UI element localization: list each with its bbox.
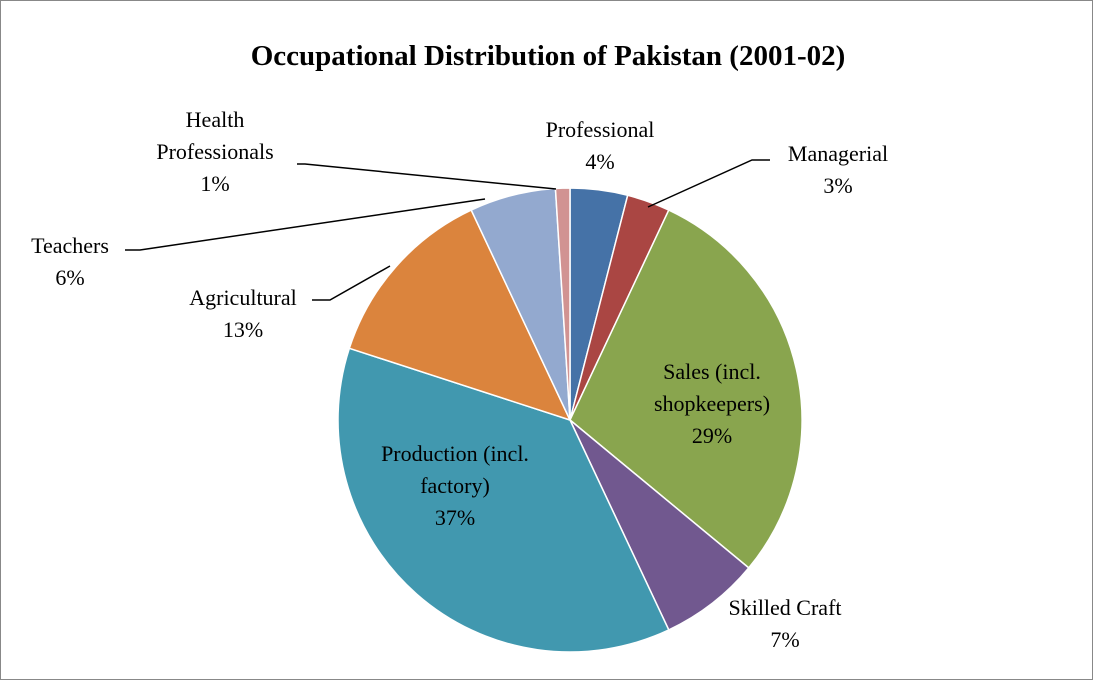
slice-label: Sales (incl. shopkeepers) 29% (627, 356, 797, 452)
chart-title: Occupational Distribution of Pakistan (2… (250, 40, 846, 72)
category-label: Managerial (787, 141, 889, 166)
category-label: Agricultural (189, 285, 297, 310)
slice-label: Production (incl. factory) 37% (350, 438, 560, 534)
leader-line (297, 163, 557, 190)
pie-slice (337, 347, 670, 653)
category-label: Professional (545, 117, 655, 142)
category-label: Sales (incl. shopkeepers) (653, 359, 771, 416)
pie-slice (569, 209, 803, 569)
slice-label: Professional 4% (500, 114, 700, 178)
pie-slice (569, 419, 750, 631)
value-label: 4% (585, 149, 615, 174)
chart (125, 159, 803, 653)
slice-label: Skilled Craft 7% (685, 592, 885, 656)
value-label: 29% (691, 423, 733, 448)
value-label: 3% (823, 173, 853, 198)
slice-label: Health Professionals 1% (140, 104, 290, 200)
category-label: Health Professionals (156, 107, 274, 164)
slice-label: Teachers 6% (0, 230, 140, 294)
value-label: 1% (200, 171, 230, 196)
category-label: Production (incl. factory) (381, 441, 529, 498)
leader-line (647, 159, 770, 208)
value-label: 37% (434, 505, 476, 530)
leader-line (312, 265, 391, 301)
slice-label: Managerial 3% (738, 138, 938, 202)
slice-label: Agricultural 13% (143, 282, 343, 346)
value-label: 6% (55, 265, 85, 290)
pie-slice (348, 209, 572, 422)
value-label: 13% (222, 317, 264, 342)
category-label: Skilled Craft (728, 595, 842, 620)
category-label: Teachers (31, 233, 109, 258)
leader-line (125, 198, 486, 251)
value-label: 7% (770, 627, 800, 652)
